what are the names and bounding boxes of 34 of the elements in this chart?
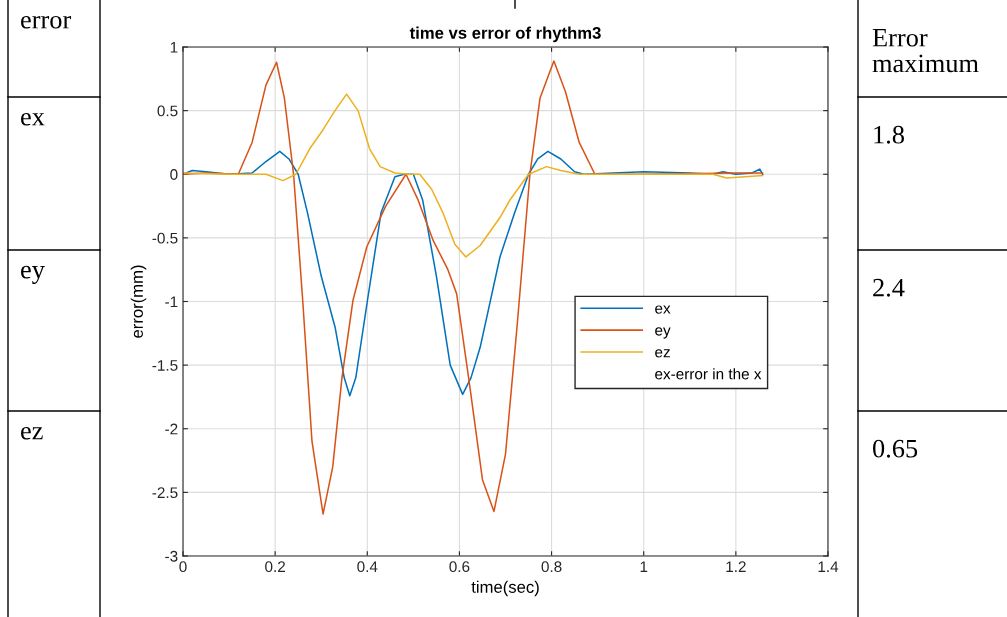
text: error bbox=[21, 15, 72, 29]
text: ez bbox=[21, 426, 43, 440]
y-tick-label: -2.5 bbox=[152, 487, 178, 499]
legend-label: ez bbox=[655, 349, 670, 358]
text: Error maximum bbox=[872, 29, 979, 73]
x-tick-label: 0 bbox=[179, 561, 187, 573]
x-tick-label: 0.2 bbox=[265, 561, 285, 573]
x-tick-label: 0.4 bbox=[357, 561, 378, 573]
legend-label: ex bbox=[655, 305, 671, 314]
line-series bbox=[183, 60, 764, 515]
x-axis-title: time(sec) bbox=[471, 580, 539, 597]
text: 2.4 bbox=[873, 278, 905, 297]
y-axis-title: error(mm) bbox=[130, 265, 147, 338]
text: 1.8 bbox=[874, 125, 904, 144]
y-tick-label: 1 bbox=[170, 42, 178, 53]
y-tick-label: -1.5 bbox=[152, 360, 178, 371]
chart-title: time vs error of rhythm3 bbox=[409, 26, 601, 43]
x-tick-label: 1.2 bbox=[726, 561, 746, 572]
legend-label: ey bbox=[655, 327, 671, 339]
y-tick-label: -0.5 bbox=[152, 232, 178, 244]
y-tick-label: 0 bbox=[170, 169, 178, 180]
x-tick-label: 1.4 bbox=[818, 561, 839, 572]
text: 0.65 bbox=[873, 439, 918, 458]
y-tick-label: -3 bbox=[165, 550, 178, 562]
text: ey bbox=[21, 265, 45, 284]
text: ex bbox=[21, 112, 45, 126]
x-tick-label: 0.6 bbox=[449, 561, 470, 573]
x-tick-label: 1 bbox=[640, 561, 648, 572]
x-tick-label: 0.8 bbox=[541, 561, 562, 573]
annotation: ex-error in the x bbox=[655, 368, 762, 380]
y-tick-label: -2 bbox=[165, 423, 178, 435]
y-tick-label: 0.5 bbox=[157, 105, 178, 117]
y-tick-label: -1 bbox=[165, 296, 178, 308]
line-series bbox=[183, 93, 764, 258]
